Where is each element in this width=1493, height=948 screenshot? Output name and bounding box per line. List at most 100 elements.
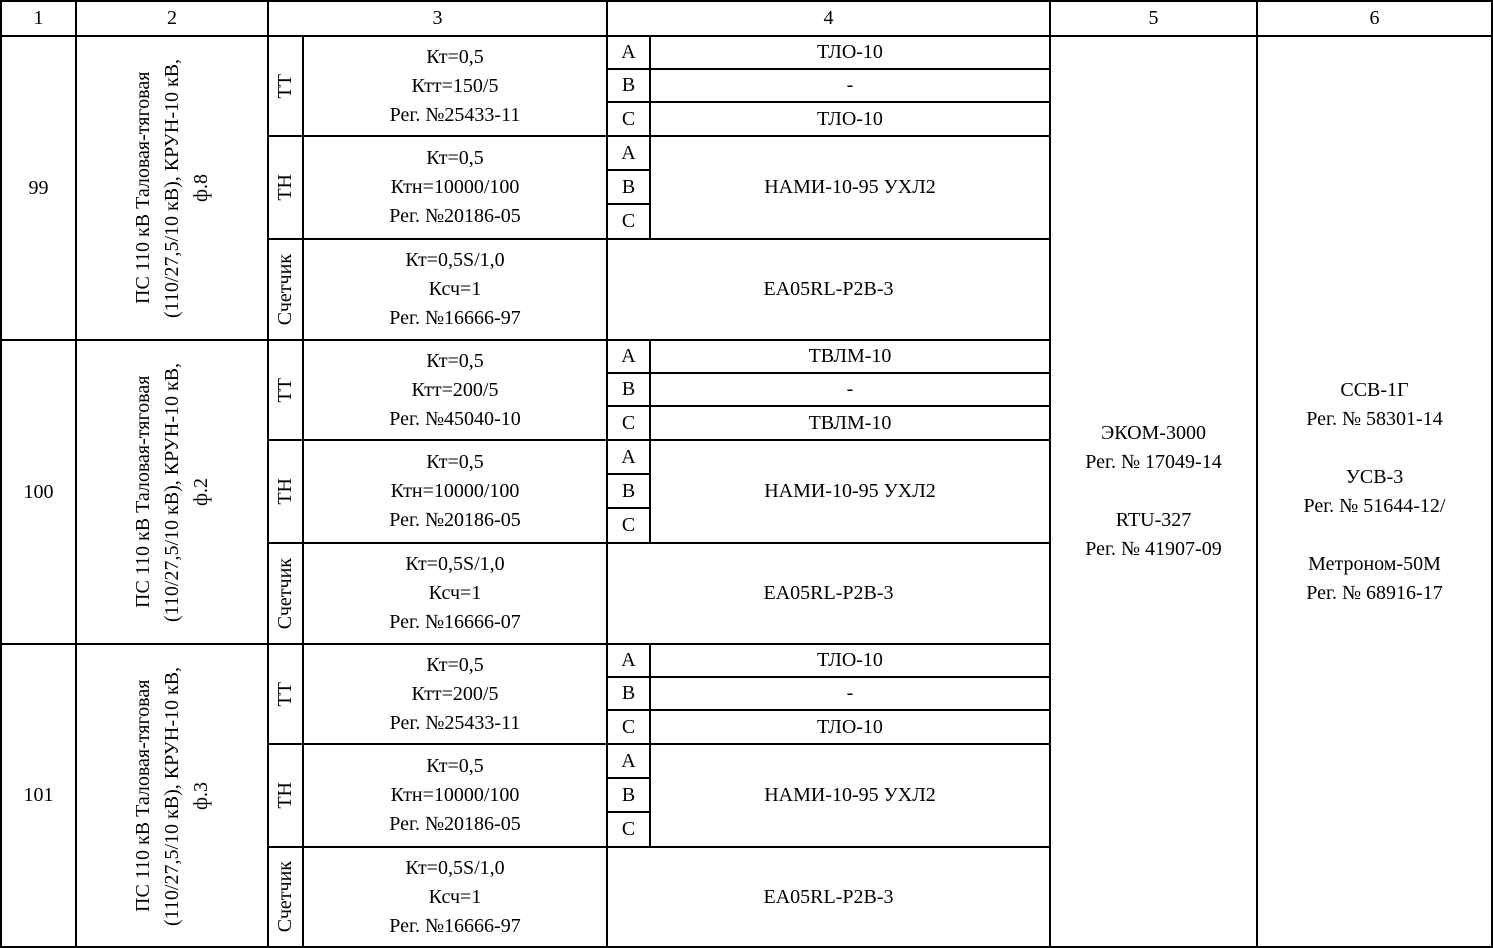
phase-label: B xyxy=(606,372,651,407)
tn-label: ТН xyxy=(267,135,304,240)
tn-type-text: НАМИ-10-95 УХЛ2 xyxy=(764,176,936,198)
phase-label-text: A xyxy=(621,345,636,367)
tt-type: ТЛО-10 xyxy=(649,35,1051,70)
object-name-text: ПС 110 кВ Таловая-тяговая (110/27,5/10 к… xyxy=(131,362,212,622)
phase-label: A xyxy=(606,135,651,171)
object-name: ПС 110 кВ Таловая-тяговая (110/27,5/10 к… xyxy=(75,35,269,341)
counter-label: Счетчик xyxy=(267,846,304,948)
tt-label: ТТ xyxy=(267,339,304,441)
tt-params-text: Кт=0,5 Ктт=200/5 Рег. №45040-10 xyxy=(389,349,521,430)
phase-label-text: C xyxy=(621,715,636,738)
counter-type: EA05RL-P2B-3 xyxy=(606,542,1051,645)
row-number-text: 100 xyxy=(23,480,54,503)
phase-label-text: C xyxy=(621,514,636,536)
phase-label-text: B xyxy=(621,682,636,704)
tn-type-text: НАМИ-10-95 УХЛ2 xyxy=(764,784,936,806)
row-number: 99 xyxy=(0,35,77,341)
tt-type: ТЛО-10 xyxy=(649,643,1051,678)
tt-type: ТЛО-10 xyxy=(649,709,1051,745)
controller-info: ЭКОМ-3000 Рег. № 17049-14 RTU-327 Рег. №… xyxy=(1049,35,1258,948)
phase-label: B xyxy=(606,473,651,509)
tt-type: - xyxy=(649,68,1051,103)
tn-label-text: ТН xyxy=(274,174,296,201)
counter-type: EA05RL-P2B-3 xyxy=(606,238,1051,341)
tn-type-text: НАМИ-10-95 УХЛ2 xyxy=(764,480,936,502)
tn-type: НАМИ-10-95 УХЛ2 xyxy=(649,743,1051,848)
tn-params-text: Кт=0,5 Ктн=10000/100 Рег. №20186-05 xyxy=(389,755,521,835)
header-cell: 4 xyxy=(606,0,1051,37)
object-name: ПС 110 кВ Таловая-тяговая (110/27,5/10 к… xyxy=(75,643,269,948)
header-cell-text: 3 xyxy=(432,7,443,29)
phase-label-text: C xyxy=(621,107,636,130)
tt-params-text: Кт=0,5 Ктт=150/5 Рег. №25433-11 xyxy=(389,45,521,126)
tn-params: Кт=0,5 Ктн=10000/100 Рег. №20186-05 xyxy=(302,743,608,848)
tt-params: Кт=0,5 Ктт=200/5 Рег. №45040-10 xyxy=(302,339,608,441)
phase-label: A xyxy=(606,439,651,475)
phase-label-text: A xyxy=(621,141,636,164)
tn-params-text: Кт=0,5 Ктн=10000/100 Рег. №20186-05 xyxy=(389,147,521,227)
object-name: ПС 110 кВ Таловая-тяговая (110/27,5/10 к… xyxy=(75,339,269,645)
header-cell-text: 1 xyxy=(33,7,44,29)
counter-params-text: Кт=0,5S/1,0 Ксч=1 Рег. №16666-97 xyxy=(389,856,521,937)
counter-label: Счетчик xyxy=(267,542,304,645)
counter-params: Кт=0,5S/1,0 Ксч=1 Рег. №16666-97 xyxy=(302,238,608,341)
tn-label-text: ТН xyxy=(274,478,296,505)
tt-params-text: Кт=0,5 Ктт=200/5 Рег. №25433-11 xyxy=(389,653,521,734)
tn-type: НАМИ-10-95 УХЛ2 xyxy=(649,439,1051,544)
counter-params-text: Кт=0,5S/1,0 Ксч=1 Рег. №16666-97 xyxy=(389,249,521,329)
header-cell: 3 xyxy=(267,0,608,37)
tt-type-text: ТВЛМ-10 xyxy=(808,345,892,367)
tt-type-text: ТВЛМ-10 xyxy=(808,411,892,434)
phase-label-text: A xyxy=(621,445,636,468)
tt-type-text: - xyxy=(846,682,854,704)
tt-type-text: ТЛО-10 xyxy=(817,107,883,130)
tt-type-text: - xyxy=(846,74,854,96)
counter-params: Кт=0,5S/1,0 Ксч=1 Рег. №16666-07 xyxy=(302,542,608,645)
phase-label: C xyxy=(606,709,651,745)
phase-label-text: B xyxy=(621,74,636,96)
phase-label: C xyxy=(606,203,651,240)
time-sync-info-text: ССВ-1Г Рег. № 58301-14 УСВ-3 Рег. № 5164… xyxy=(1303,378,1446,604)
tt-label: ТТ xyxy=(267,35,304,137)
tn-params: Кт=0,5 Ктн=10000/100 Рег. №20186-05 xyxy=(302,135,608,240)
tt-type-text: - xyxy=(846,378,854,400)
header-cell-text: 4 xyxy=(823,7,834,29)
row-number: 101 xyxy=(0,643,77,948)
phase-label: A xyxy=(606,643,651,678)
phase-label-text: A xyxy=(621,649,636,671)
tt-type: - xyxy=(649,676,1051,711)
phase-label: A xyxy=(606,35,651,70)
tt-type-text: ТЛО-10 xyxy=(817,715,883,738)
phase-label-text: B xyxy=(621,175,636,198)
row-number: 100 xyxy=(0,339,77,645)
tt-label-text: ТТ xyxy=(274,73,296,99)
header-cell-text: 5 xyxy=(1148,7,1159,29)
tn-label: ТН xyxy=(267,743,304,848)
header-cell-text: 6 xyxy=(1369,7,1380,29)
phase-label: B xyxy=(606,68,651,103)
phase-label-text: A xyxy=(621,749,636,772)
tn-params-text: Кт=0,5 Ктн=10000/100 Рег. №20186-05 xyxy=(389,451,521,531)
tn-label: ТН xyxy=(267,439,304,544)
row-number-text: 99 xyxy=(28,176,49,199)
header-cell: 1 xyxy=(0,0,77,37)
phase-label: B xyxy=(606,169,651,205)
phase-label-text: C xyxy=(621,818,636,840)
counter-label: Счетчик xyxy=(267,238,304,341)
phase-label-text: B xyxy=(621,479,636,502)
tt-type: ТЛО-10 xyxy=(649,101,1051,137)
tt-type: ТВЛМ-10 xyxy=(649,405,1051,441)
phase-label: A xyxy=(606,743,651,779)
counter-params: Кт=0,5S/1,0 Ксч=1 Рег. №16666-97 xyxy=(302,846,608,948)
header-cell-text: 2 xyxy=(167,7,177,29)
header-cell: 6 xyxy=(1256,0,1493,37)
phase-label: B xyxy=(606,777,651,813)
counter-label-text: Счетчик xyxy=(274,253,296,326)
phase-label-text: C xyxy=(621,411,636,434)
tt-params: Кт=0,5 Ктт=150/5 Рег. №25433-11 xyxy=(302,35,608,137)
phase-label: B xyxy=(606,676,651,711)
tt-label-text: ТТ xyxy=(274,681,296,707)
counter-label-text: Счетчик xyxy=(274,557,296,630)
header-cell: 5 xyxy=(1049,0,1258,37)
